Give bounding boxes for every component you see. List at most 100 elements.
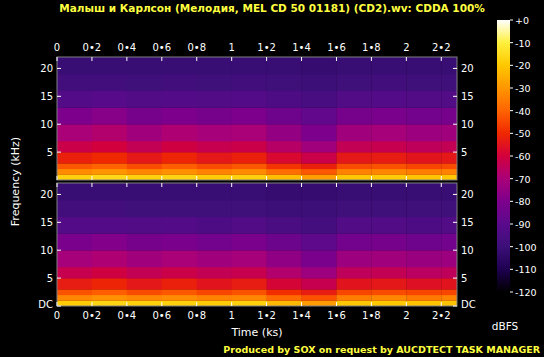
x-tick (161, 176, 162, 180)
cell (267, 91, 302, 108)
x-tick (266, 176, 267, 180)
x-tick-label: 0•4 (118, 310, 137, 321)
y-tick-label: 20 (40, 189, 53, 200)
x-tick (371, 183, 372, 187)
cell (302, 141, 337, 152)
x-tick-label: 0•2 (83, 310, 102, 321)
colorbar-tick (510, 292, 513, 293)
cell (197, 217, 232, 234)
cell (57, 233, 92, 250)
colorbar (497, 20, 510, 292)
cell (302, 107, 337, 124)
cell (302, 295, 337, 301)
y-tick (57, 194, 61, 195)
x-tick-label: 1•6 (327, 310, 346, 321)
cell (267, 250, 302, 267)
cell (441, 107, 457, 124)
y-label: Frequency (kHz) (9, 137, 22, 226)
cell (127, 174, 162, 180)
colorbar-tick-label: -90 (515, 219, 531, 230)
y-tick (453, 68, 457, 69)
x-tick-label: 1•2 (257, 42, 276, 53)
chart: Малыш и Карлсон (Мелодия, MEL CD 50 0118… (0, 0, 544, 357)
x-tick-label: 0•6 (152, 42, 171, 53)
y-tick-label: 10 (40, 245, 53, 256)
cell (302, 183, 337, 200)
cell (371, 217, 406, 234)
cell (371, 183, 406, 200)
cell (441, 217, 457, 234)
cell (197, 141, 232, 152)
cell (406, 278, 441, 289)
cell (302, 200, 337, 217)
cell (267, 169, 302, 175)
cell (302, 250, 337, 267)
cell (92, 300, 127, 306)
cell (406, 174, 441, 180)
y-tick (57, 306, 61, 307)
colorbar-tick-label: -110 (515, 264, 537, 275)
cell (441, 163, 457, 169)
cell (302, 300, 337, 306)
cell (232, 124, 267, 141)
x-tick (441, 57, 442, 61)
cell (267, 183, 302, 200)
y-tick-label: DC (461, 299, 476, 310)
cell (336, 289, 371, 295)
cell (441, 174, 457, 180)
colorbar-tick (510, 201, 513, 202)
cell (302, 267, 337, 278)
cell (267, 141, 302, 152)
x-tick (91, 183, 92, 187)
colorbar-tick-label: -40 (515, 106, 531, 117)
cell (162, 141, 197, 152)
x-tick (161, 57, 162, 61)
y-tick-label: 10 (461, 119, 474, 130)
cell (267, 152, 302, 163)
cell (127, 141, 162, 152)
cell (441, 250, 457, 267)
cell (371, 163, 406, 169)
cell (302, 174, 337, 180)
cell (92, 107, 127, 124)
colorbar-tick (510, 178, 513, 179)
cell (267, 107, 302, 124)
x-tick (126, 176, 127, 180)
y-tick (453, 194, 457, 195)
y-tick (453, 96, 457, 97)
x-tick-label: 0 (54, 310, 60, 321)
x-tick (91, 57, 92, 61)
cell (267, 57, 302, 74)
cell (406, 152, 441, 163)
cell (406, 74, 441, 91)
cell (232, 91, 267, 108)
cell (406, 289, 441, 295)
cell (92, 74, 127, 91)
cell (162, 174, 197, 180)
cell (232, 152, 267, 163)
cell (92, 217, 127, 234)
x-tick-label: 0•8 (187, 310, 206, 321)
x-tick (57, 57, 58, 61)
cell (127, 267, 162, 278)
cell (127, 183, 162, 200)
y-tick (57, 250, 61, 251)
annotation: Produced by SOX on request by AUCDTECT T… (223, 344, 540, 355)
plot-area (57, 57, 457, 180)
colorbar-tick-label: -30 (515, 83, 531, 94)
cell (162, 183, 197, 200)
x-tick (231, 302, 232, 306)
cell (232, 141, 267, 152)
cell (197, 183, 232, 200)
cell (57, 300, 92, 306)
x-tick-label: 2•2 (432, 42, 451, 53)
x-tick-label: 1•4 (292, 42, 311, 53)
cell (57, 267, 92, 278)
cell (232, 250, 267, 267)
colorbar-tick-label: -10 (515, 38, 531, 49)
x-tick (441, 176, 442, 180)
cell (267, 174, 302, 180)
cell (371, 295, 406, 301)
cell (162, 295, 197, 301)
x-tick (161, 183, 162, 187)
